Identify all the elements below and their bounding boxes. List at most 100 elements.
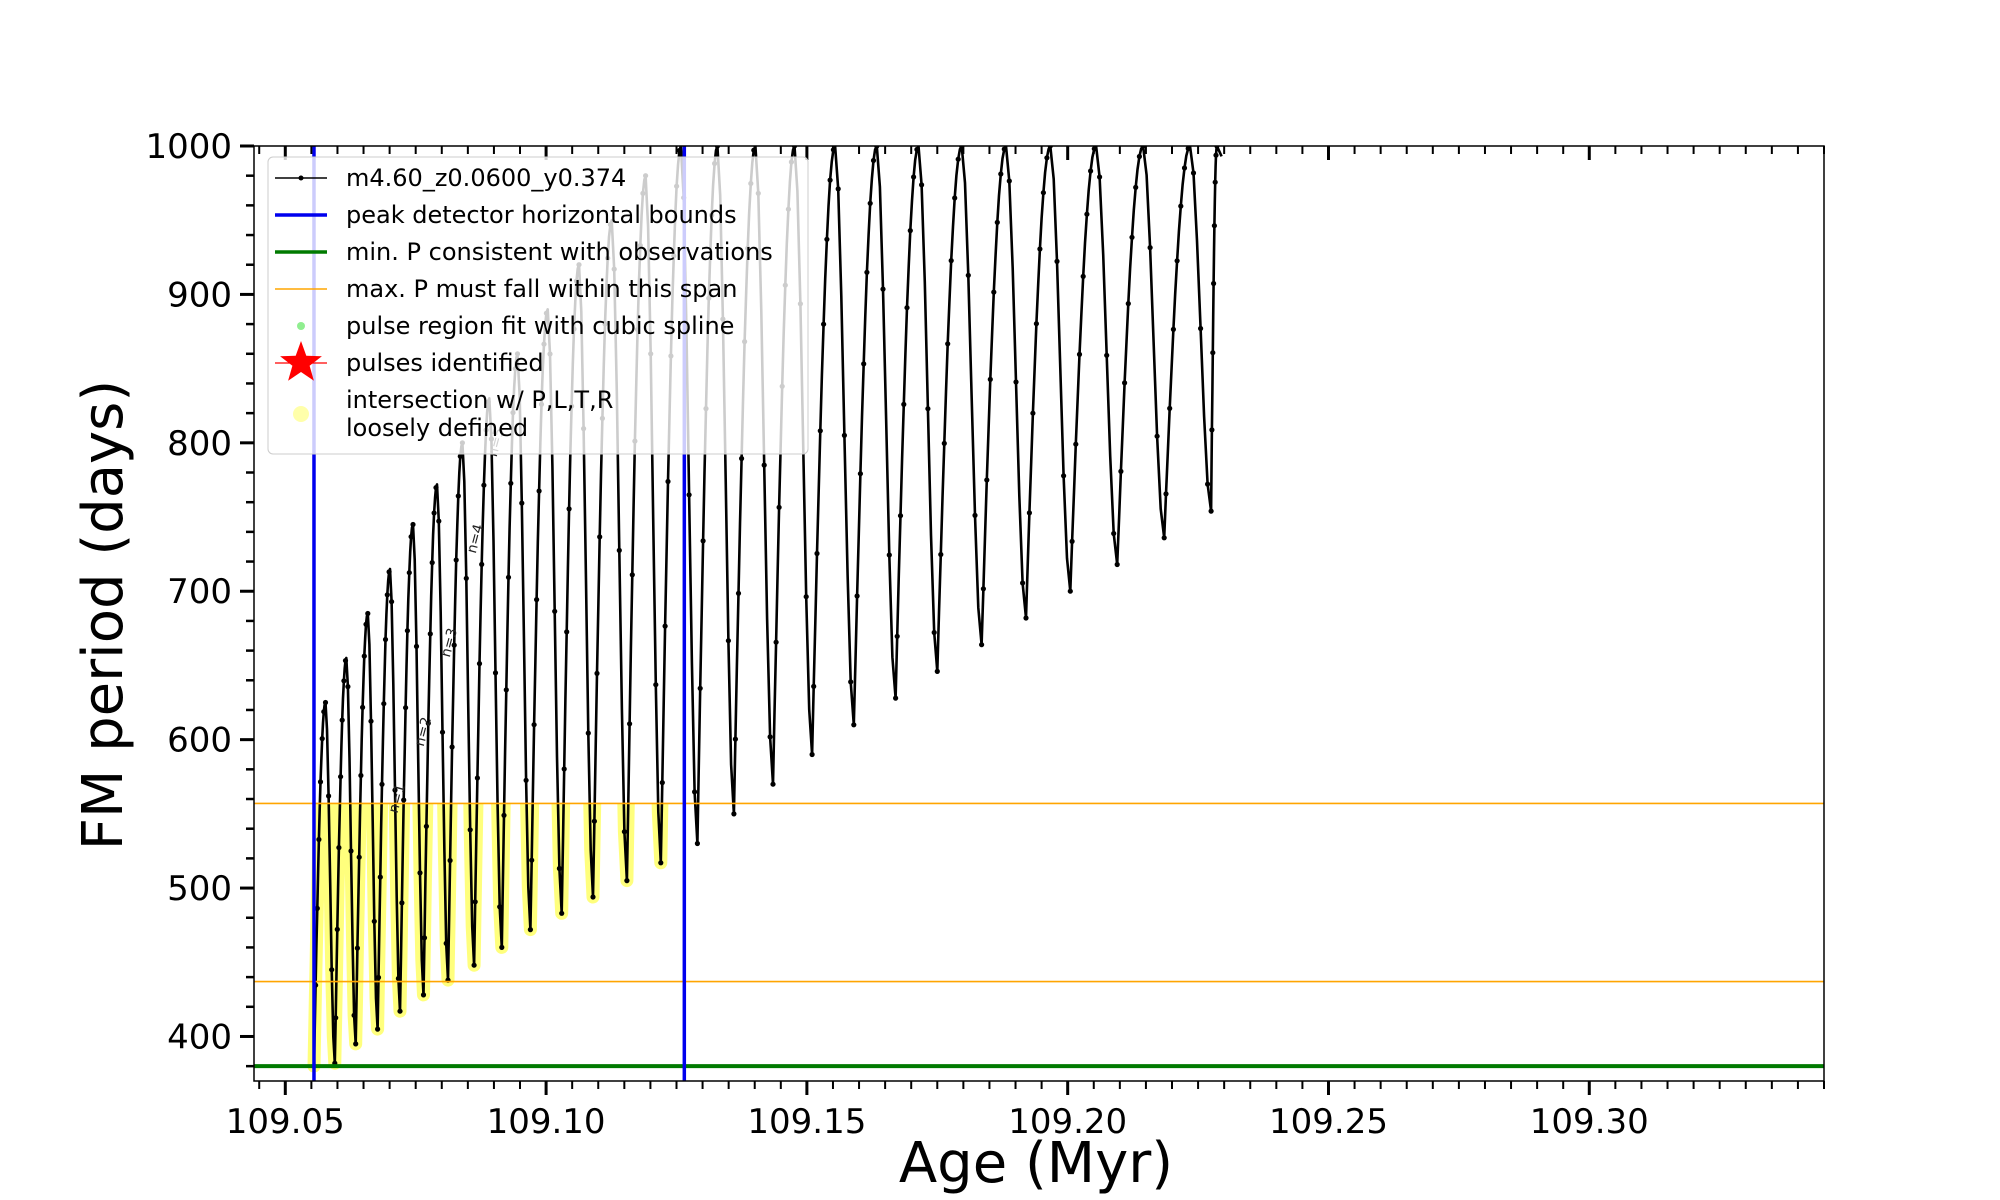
track-marker [658,860,664,866]
track-marker [854,593,860,599]
track-marker [354,945,360,951]
track-marker [397,1008,403,1014]
track-marker [904,305,910,311]
pulse-label: n=1 [386,782,409,815]
track-marker [1163,491,1169,497]
track-marker [972,512,978,519]
track-marker [841,432,848,438]
track-marker [453,557,459,563]
track-marker [653,682,659,688]
track-marker [1104,352,1110,358]
track-marker [1020,580,1026,586]
track-marker [353,1041,359,1047]
track-marker [476,661,483,667]
track-marker [835,186,841,192]
track-marker [401,797,407,803]
track-marker [739,455,745,462]
track-marker [731,811,737,817]
pulse-label: n=4 [464,522,487,555]
track-marker [356,854,362,860]
track-marker [1170,326,1176,332]
track-marker [662,623,668,629]
track-marker [585,730,591,736]
y-tick-label: 400 [167,1017,232,1057]
track-marker [319,736,325,742]
track-marker [911,174,917,180]
track-marker [404,628,410,634]
y-tick-label: 900 [167,275,232,315]
track-marker [334,926,340,933]
axes: 109.05 109.10 109.15 109.20 109.25 109.30 400 5… [145,127,1825,1142]
track-marker [552,608,558,614]
legend-label: max. P must fall within this span [346,275,737,303]
x-axis-title: Age (Myr) [899,1131,1173,1196]
track-marker [348,848,354,854]
track-marker [965,272,971,278]
x-tick-label: 109.15 [747,1102,866,1142]
track-marker [1125,301,1131,307]
track-marker [534,597,540,603]
track-marker [423,823,429,829]
legend-label-line: intersection w/ P,L,T,R [346,386,613,414]
legend-label: m4.60_z0.0600_y0.374 [346,164,626,192]
track-marker [395,975,401,982]
track-marker [1136,153,1142,160]
track-marker [360,704,366,711]
track-marker [776,504,782,510]
legend-swatch-star-icon [280,341,322,381]
track-marker [471,962,477,968]
track-marker [1178,203,1184,209]
track-marker [901,401,907,407]
track-marker [814,550,820,557]
track-marker [1088,168,1094,174]
track-marker [914,146,920,153]
track-marker [341,678,347,684]
track-marker [403,705,409,711]
track-marker [457,453,463,459]
track-marker [427,631,433,637]
legend-label-line: peak detector horizontal bounds [346,201,737,229]
legend-label: min. P consistent with observations [346,238,773,266]
track-marker [377,874,383,880]
track-marker [443,940,449,947]
track-marker [945,341,951,347]
track-marker [361,653,367,659]
legend-label-line: max. P must fall within this span [346,275,737,303]
track-marker [948,258,954,264]
track-marker [566,506,572,512]
track-marker [447,857,453,864]
plot-frame [253,145,1825,1082]
track-marker [363,621,369,627]
track-marker [479,561,485,568]
track-marker [1190,170,1197,176]
legend-label-line: pulse region fit with cubic spline [346,312,734,340]
y-tick-label: 1000 [145,127,232,167]
track-marker [564,629,570,635]
track-marker [1185,146,1191,152]
track-marker [342,658,349,664]
legend-label-line: pulses identified [346,349,544,377]
track-marker [421,935,428,941]
track-marker [987,376,993,382]
track-marker [431,510,437,516]
track-marker [1198,325,1204,332]
track-marker [326,793,332,799]
track-marker [998,171,1004,177]
track-marker [375,1026,381,1032]
track-marker [322,699,329,706]
y-tick-label: 700 [167,572,232,612]
track-marker [410,521,416,528]
legend-label-line: min. P consistent with observations [346,238,773,266]
x-tick-label: 109.30 [1530,1102,1649,1142]
track-marker [1084,211,1090,217]
track-marker [621,829,628,835]
track-marker [594,670,600,677]
track-marker [420,992,427,998]
track-marker [665,478,671,485]
track-marker [1033,321,1039,327]
track-marker [955,156,961,162]
track-marker [1023,615,1029,621]
track-marker [497,904,503,910]
track-marker [1097,174,1103,180]
pulse-label: n=2 [412,715,435,748]
